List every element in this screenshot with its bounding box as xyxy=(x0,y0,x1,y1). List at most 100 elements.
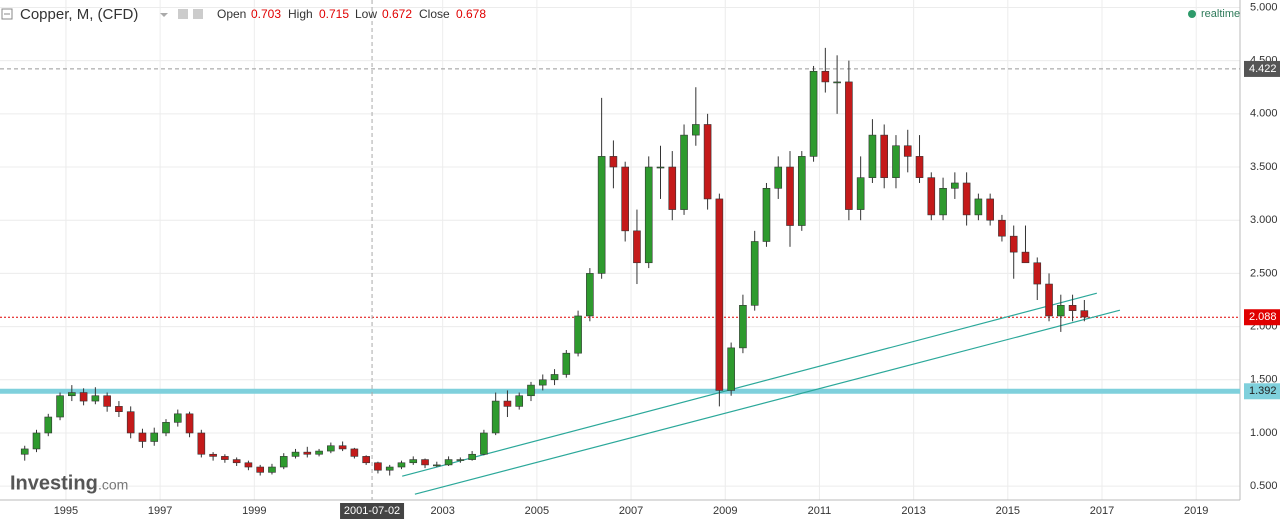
candle-body xyxy=(680,134,688,210)
candle-body xyxy=(915,156,924,178)
candle-body xyxy=(562,352,571,375)
instrument-title: Copper, M, (CFD) xyxy=(20,6,138,23)
x-tick-label: 1999 xyxy=(242,505,266,517)
candle-body xyxy=(739,305,747,349)
candle-body xyxy=(515,395,524,407)
open-label: Open xyxy=(217,7,246,21)
candle-body xyxy=(338,445,347,450)
candle-body xyxy=(1080,310,1089,318)
candle-body xyxy=(150,432,159,442)
candle-body xyxy=(433,464,441,467)
candle-body xyxy=(197,432,206,455)
candle-body xyxy=(715,198,724,391)
candle-body xyxy=(20,448,29,455)
candle-body xyxy=(538,379,547,386)
candle-body xyxy=(303,451,312,455)
candle-body xyxy=(232,459,241,464)
high-label: High xyxy=(288,7,313,21)
y-tick-label: 1.000 xyxy=(1250,427,1278,439)
candle-body xyxy=(1057,305,1065,317)
candle-body xyxy=(315,450,323,455)
candle-body xyxy=(350,448,359,457)
candle-body xyxy=(209,453,217,457)
candle-body xyxy=(633,230,641,264)
candle-body xyxy=(138,432,147,442)
candle-body xyxy=(173,413,182,423)
candle-body xyxy=(644,166,653,264)
settings-icon[interactable] xyxy=(178,9,188,19)
x-tick-label: 2017 xyxy=(1090,505,1114,517)
candle-body xyxy=(291,451,300,457)
candle-body xyxy=(1021,251,1030,264)
candle-body xyxy=(797,156,806,226)
x-tick-label: 2007 xyxy=(619,505,643,517)
trendline xyxy=(414,309,1121,495)
candle-body xyxy=(998,219,1006,237)
price-level-label: 4.422 xyxy=(1249,63,1277,75)
candle-body xyxy=(903,145,912,157)
y-tick-label: 3.000 xyxy=(1250,214,1278,226)
candle-body xyxy=(527,384,535,397)
candle-body xyxy=(868,134,877,178)
candle-body xyxy=(68,392,76,397)
candle-body xyxy=(480,432,488,455)
candle-body xyxy=(385,466,394,471)
price-level-tag xyxy=(1244,309,1280,326)
candle-body xyxy=(268,466,276,473)
x-tick-label: 2011 xyxy=(808,505,832,517)
candle-body xyxy=(597,156,606,274)
dropdown-icon[interactable] xyxy=(160,13,168,17)
y-tick-label: 5.000 xyxy=(1250,1,1278,13)
candle-body xyxy=(833,81,841,84)
x-tick-label: 2019 xyxy=(1184,505,1208,517)
candle-body xyxy=(421,459,429,466)
candle-body xyxy=(727,347,735,391)
candle-body xyxy=(444,459,453,466)
x-tick-label: 2013 xyxy=(901,505,925,517)
candle-body xyxy=(927,177,936,216)
candle-body xyxy=(880,134,889,178)
price-level-tag xyxy=(1244,383,1280,400)
high-value: 0.715 xyxy=(319,7,349,21)
candle-body xyxy=(279,456,288,468)
y-tick-label: 4.000 xyxy=(1250,108,1278,120)
candle-body xyxy=(32,432,41,450)
candle-body xyxy=(103,395,111,407)
candle-body xyxy=(892,145,900,178)
low-value: 0.672 xyxy=(382,7,412,21)
candle-body xyxy=(621,166,629,232)
x-tick-label: 2009 xyxy=(713,505,737,517)
candle-body xyxy=(656,166,665,169)
refresh-icon[interactable] xyxy=(193,9,203,19)
candle-body xyxy=(327,445,335,452)
candle-body xyxy=(1068,305,1077,311)
status-text: realtime xyxy=(1201,8,1240,20)
candle-body xyxy=(774,166,783,189)
status-dot xyxy=(1188,10,1196,18)
candle-body xyxy=(1045,283,1053,317)
candle-body xyxy=(550,374,559,381)
candle-body xyxy=(409,459,418,464)
logo-suffix: .com xyxy=(98,477,128,493)
candle-body xyxy=(91,395,100,402)
candle-body xyxy=(1009,235,1018,253)
collapse-icon[interactable] xyxy=(1,8,13,20)
price-level-label: 2.088 xyxy=(1249,311,1277,323)
x-tick-label: 1995 xyxy=(54,505,78,517)
x-tick-label: 2015 xyxy=(996,505,1020,517)
candle-body xyxy=(126,411,135,434)
candle-body xyxy=(821,70,830,83)
logo: Investing xyxy=(10,472,98,494)
candle-body xyxy=(503,400,512,407)
x-tick-label: 2003 xyxy=(430,505,454,517)
candle-body xyxy=(162,422,170,434)
candle-body xyxy=(115,406,123,413)
price-level-tag xyxy=(1244,60,1280,77)
price-level-label: 1.392 xyxy=(1249,385,1277,397)
candle-body xyxy=(951,182,959,189)
candle-body xyxy=(762,187,771,242)
candle-body xyxy=(703,124,712,200)
trendline xyxy=(402,292,1097,477)
candle-body xyxy=(362,456,370,464)
